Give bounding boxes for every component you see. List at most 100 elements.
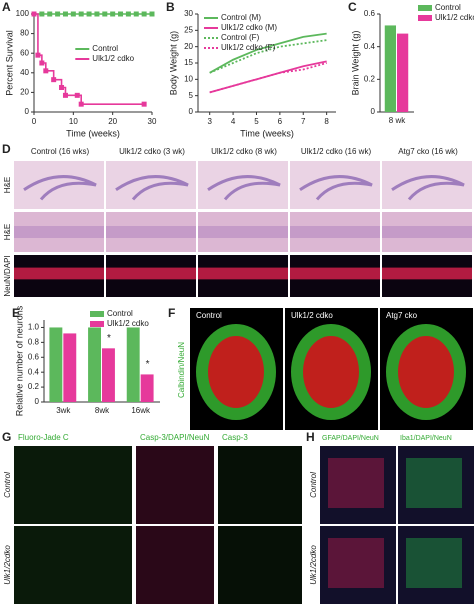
y-axis-label: Relative number of neurons	[14, 305, 24, 416]
legend-label: Ulk1/2 cdko	[107, 319, 149, 328]
x-tick-label: 8wk	[95, 406, 110, 415]
bar	[102, 348, 115, 402]
y-tick-label: 40	[20, 68, 29, 77]
neun-band	[382, 267, 472, 280]
y-tick-label: 0.4	[28, 367, 40, 376]
marker	[78, 101, 84, 107]
micrograph	[14, 526, 132, 604]
x-tick-label: 6	[278, 117, 283, 126]
y-axis-label: Percent Survival	[4, 30, 14, 96]
series-line	[209, 39, 327, 74]
hippocampus	[299, 175, 373, 201]
neun-band	[290, 267, 380, 280]
x-tick-label: 16wk	[131, 406, 151, 415]
y-tick-label: 0	[189, 107, 194, 116]
legend-label: Ulk1/2 cdko	[92, 54, 134, 63]
hippocampus	[115, 175, 189, 201]
marker	[78, 11, 84, 17]
panel-letter: C	[348, 0, 357, 14]
micrograph	[136, 526, 214, 604]
cell-layer	[14, 226, 104, 238]
cell-layer	[106, 226, 196, 238]
cell-layer	[198, 226, 288, 238]
marker	[118, 11, 124, 17]
marker	[59, 85, 65, 90]
row-label: H&E	[3, 224, 12, 240]
y-tick-label: 0.6	[28, 352, 40, 361]
y-axis-label: Brain Weight (g)	[350, 31, 360, 96]
column-label: Iba1/DAPI/NeuN	[400, 435, 452, 442]
legend-label: Control (F)	[221, 33, 260, 42]
granule-layer	[398, 336, 454, 408]
panel-letter: G	[2, 430, 11, 444]
column-label: Ulk1/2 cdko (3 wk)	[119, 147, 185, 156]
bar	[88, 327, 101, 402]
y-tick-label: 20	[184, 42, 193, 51]
hippocampus	[391, 175, 465, 201]
panel-letter: E	[12, 306, 20, 320]
x-tick-label: 20	[108, 117, 117, 126]
stain	[328, 538, 384, 588]
series-line	[209, 62, 327, 94]
bar	[63, 333, 77, 402]
marker	[110, 11, 116, 17]
y-tick-label: 0	[35, 397, 40, 406]
stain	[406, 458, 462, 508]
significance-label: *	[146, 359, 150, 370]
column-label: Casp-3	[222, 433, 248, 442]
y-tick-label: 25	[184, 25, 193, 34]
legend-label: Control (M)	[221, 13, 261, 22]
micrograph	[136, 446, 214, 524]
cell-layer	[290, 226, 380, 238]
column-label: Casp-3/DAPI/NeuN	[140, 433, 210, 442]
marker	[39, 11, 45, 17]
panel-letter: D	[2, 142, 11, 156]
x-tick-label: 8	[324, 117, 329, 126]
x-tick-label: 5	[254, 117, 259, 126]
micrograph	[218, 446, 302, 524]
y-tick-label: 0.4	[364, 42, 376, 51]
y-tick-label: 80	[20, 29, 29, 38]
marker	[62, 92, 68, 98]
y-tick-label: 0	[25, 107, 30, 116]
y-tick-label: 60	[20, 48, 29, 57]
x-tick-label: 30	[148, 117, 157, 126]
marker	[133, 11, 139, 17]
side-label: Calbindin/NeuN	[177, 342, 186, 398]
marker	[141, 101, 147, 107]
y-tick-label: 0.6	[364, 9, 376, 18]
column-label: Control	[196, 311, 222, 320]
bar	[140, 374, 154, 402]
granule-layer	[208, 336, 264, 408]
marker	[86, 11, 92, 17]
row-label: H&E	[3, 177, 12, 193]
marker	[62, 11, 68, 17]
legend-label: Control	[435, 3, 461, 12]
stain	[328, 458, 384, 508]
row-label: Control	[3, 472, 12, 498]
bar	[126, 327, 140, 402]
micrograph	[218, 526, 302, 604]
row-label: NeuN/DAPI	[3, 255, 12, 296]
marker	[141, 11, 147, 17]
panel-letter: A	[2, 0, 11, 14]
marker	[102, 11, 108, 17]
legend-label: Ulk1/2 cdko	[435, 13, 474, 22]
x-tick-label: 3wk	[56, 406, 71, 415]
x-axis-label: Time (weeks)	[240, 128, 294, 138]
marker	[43, 68, 49, 74]
bar	[397, 33, 409, 112]
legend-label: Ulk1/2 cdko (M)	[221, 23, 277, 32]
granule-layer	[303, 336, 359, 408]
marker	[149, 11, 155, 17]
y-tick-label: 0.8	[28, 337, 40, 346]
column-label: Ulk1/2 cdko (16 wk)	[301, 147, 372, 156]
marker	[94, 11, 100, 17]
column-label: Ulk1/2 cdko	[291, 311, 333, 320]
y-tick-label: 0.2	[364, 74, 376, 83]
x-tick-label: 7	[301, 117, 306, 126]
x-axis-label: Time (weeks)	[66, 128, 120, 138]
legend-label: Control	[107, 309, 133, 318]
bar	[384, 25, 396, 112]
y-tick-label: 100	[16, 9, 30, 18]
